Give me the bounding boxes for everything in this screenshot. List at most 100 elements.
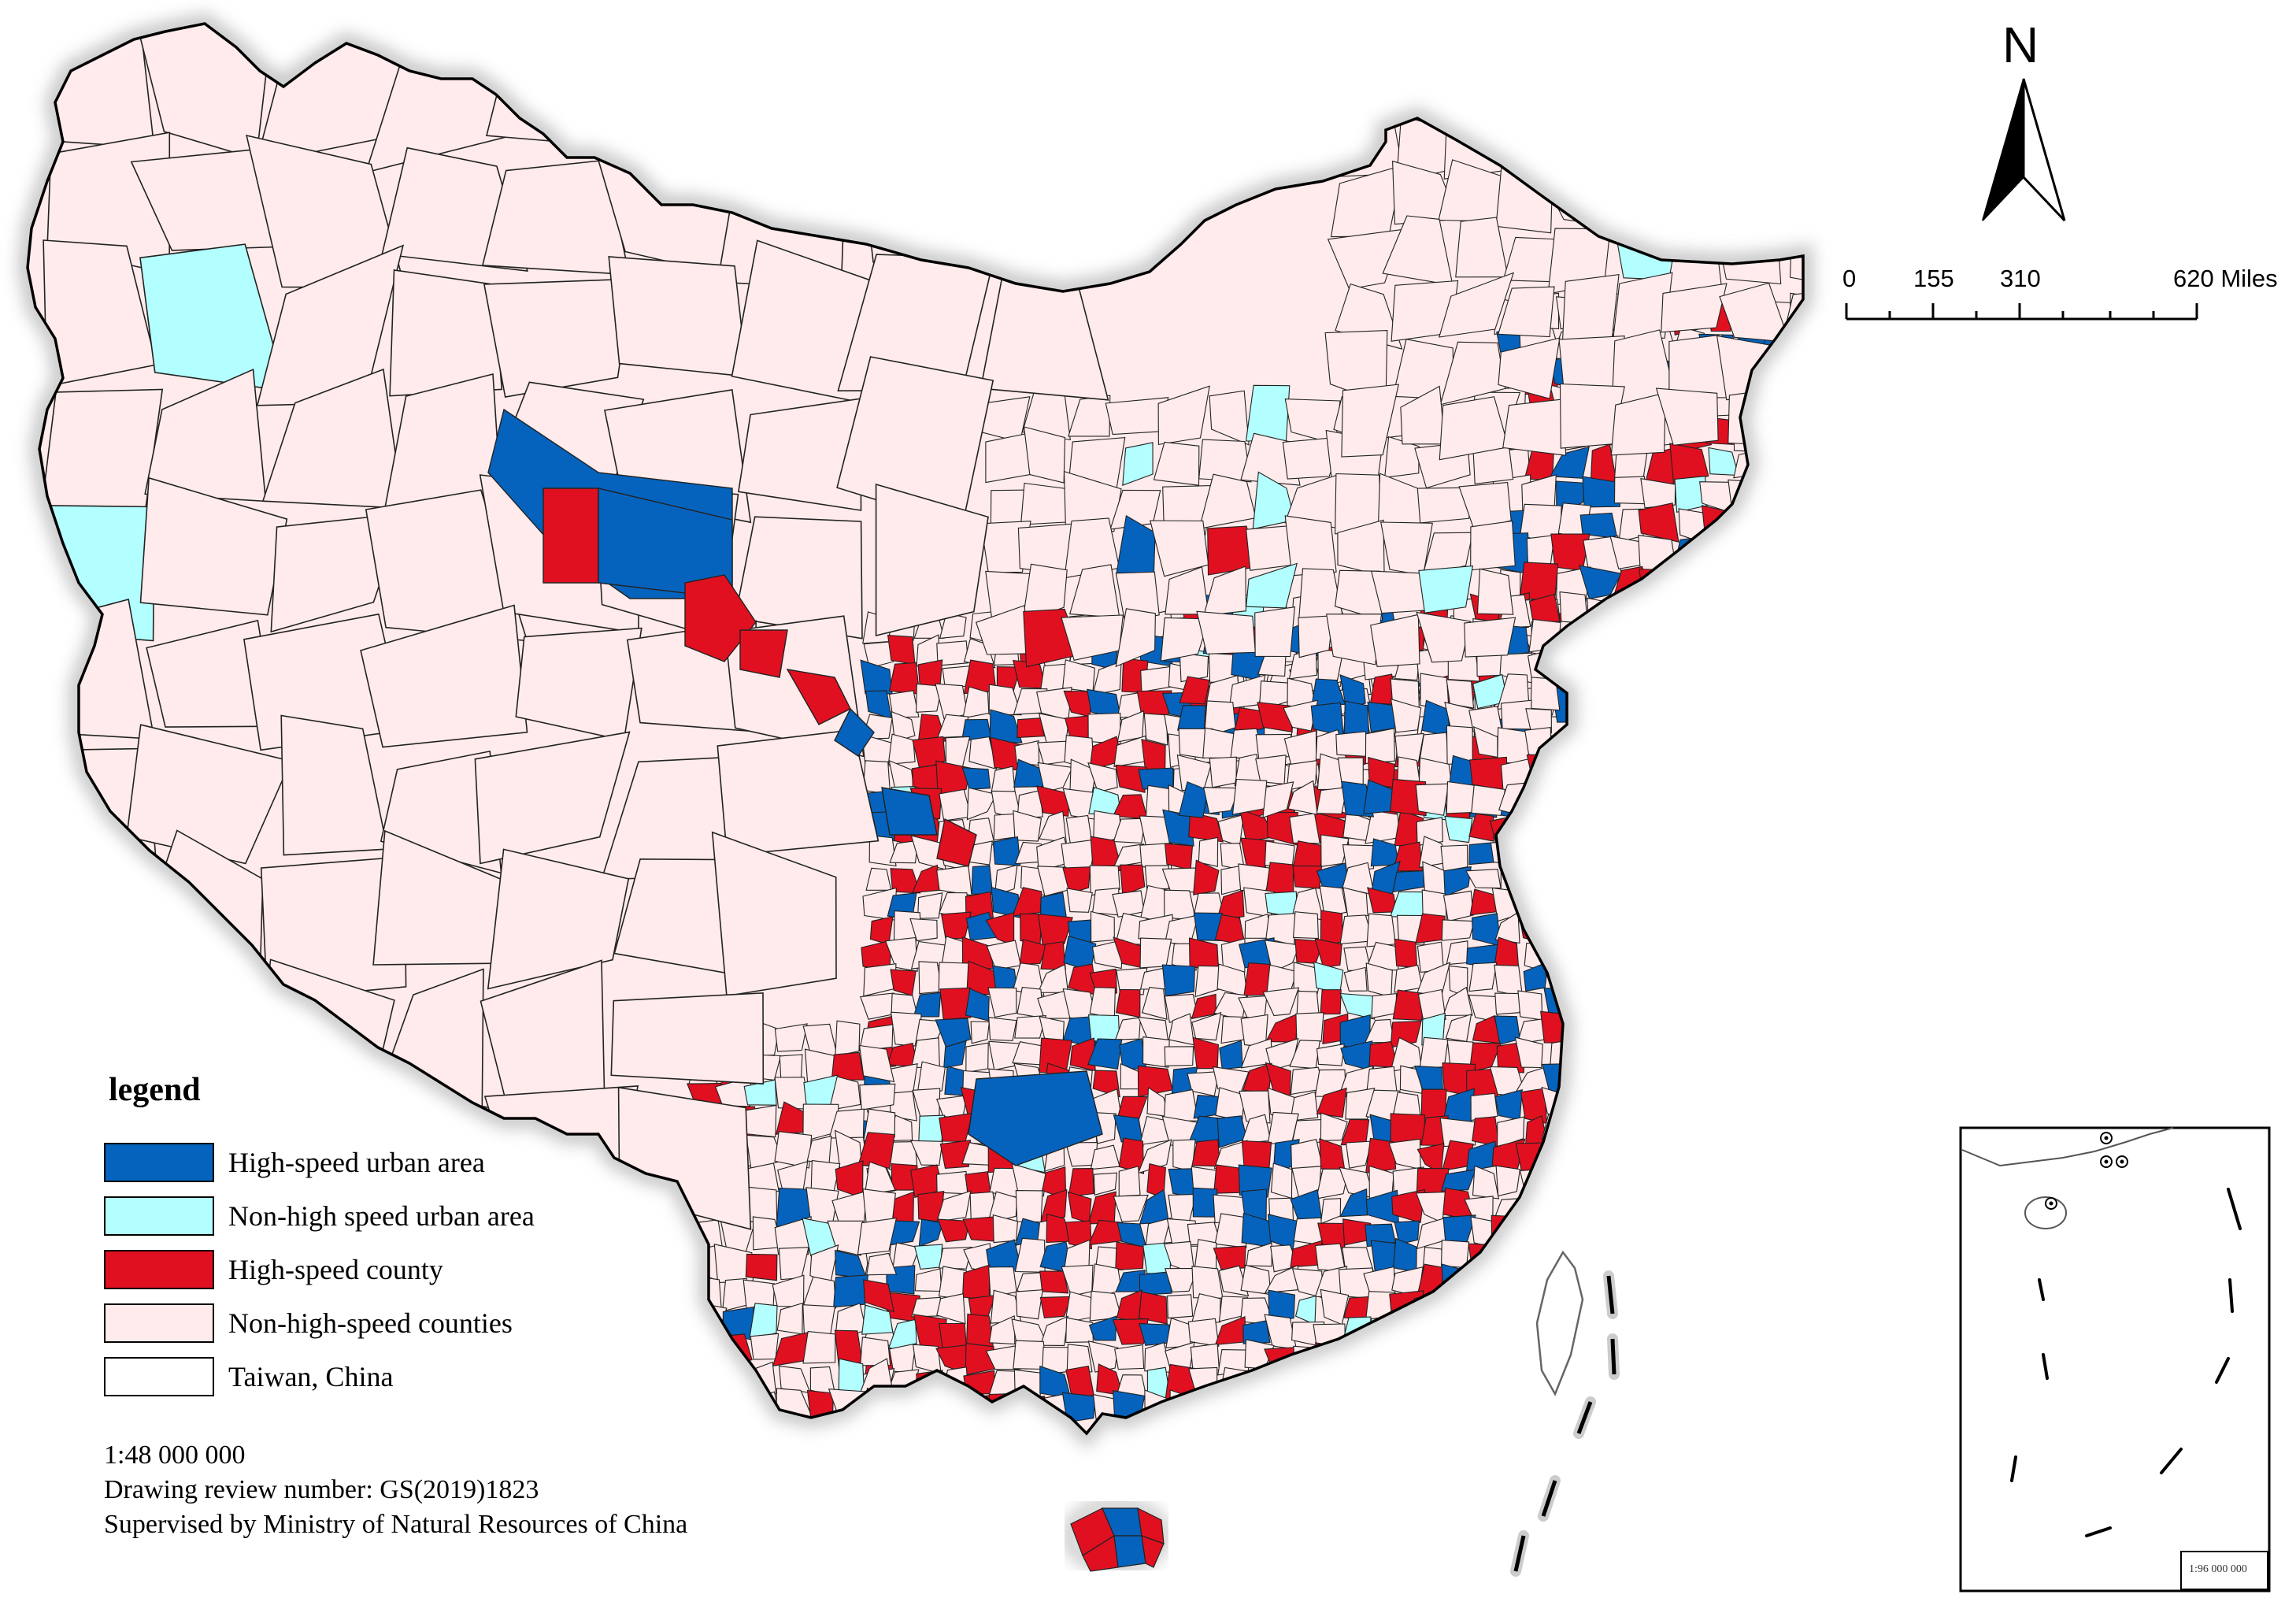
county-polygon bbox=[1017, 789, 1043, 819]
county-polygon bbox=[968, 736, 998, 770]
county-polygon bbox=[1039, 810, 1067, 844]
county-polygon bbox=[1458, 482, 1512, 529]
county-polygon bbox=[1198, 836, 1219, 867]
county-polygon bbox=[939, 1322, 968, 1350]
county-polygon bbox=[1443, 1390, 1476, 1424]
county-polygon bbox=[986, 24, 1117, 161]
county-polygon bbox=[1023, 426, 1066, 484]
county-polygon bbox=[1036, 785, 1071, 818]
county-polygon bbox=[1610, 392, 1666, 456]
county-polygon bbox=[1242, 1320, 1271, 1344]
county-polygon bbox=[1335, 731, 1368, 757]
county-polygon bbox=[1292, 866, 1323, 889]
county-polygon bbox=[1795, 566, 1803, 602]
county-polygon bbox=[1541, 760, 1571, 792]
county-polygon bbox=[1466, 1316, 1498, 1350]
county-polygon bbox=[1066, 888, 1093, 913]
county-polygon bbox=[1238, 1164, 1272, 1198]
county-polygon bbox=[1316, 786, 1348, 814]
legend-label: High-speed urban area bbox=[228, 1147, 485, 1178]
county-polygon bbox=[1491, 1370, 1527, 1400]
county-polygon bbox=[774, 1023, 808, 1052]
county-polygon bbox=[1416, 1370, 1451, 1396]
county-polygon bbox=[1167, 1294, 1194, 1319]
county-polygon bbox=[40, 388, 164, 514]
county-polygon bbox=[1669, 443, 1709, 486]
county-polygon bbox=[889, 1091, 917, 1122]
county-polygon bbox=[1416, 817, 1443, 847]
county-polygon bbox=[543, 488, 599, 584]
county-polygon bbox=[1668, 569, 1708, 596]
county-polygon bbox=[1639, 591, 1681, 628]
county-polygon bbox=[1765, 565, 1797, 604]
county-polygon bbox=[1790, 235, 1803, 287]
county-polygon bbox=[1502, 399, 1567, 456]
county-polygon bbox=[1370, 860, 1401, 896]
county-polygon bbox=[1610, 681, 1646, 724]
county-polygon bbox=[965, 891, 994, 918]
county-polygon bbox=[1366, 1399, 1398, 1426]
county-polygon bbox=[1661, 283, 1728, 333]
county-polygon bbox=[1153, 441, 1200, 486]
county-polygon bbox=[1137, 1139, 1172, 1174]
legend-item-non-high-speed-county: Non-high-speed counties bbox=[104, 1301, 513, 1345]
county-polygon bbox=[1762, 443, 1795, 476]
county-polygon bbox=[1419, 1345, 1451, 1374]
county-polygon bbox=[1468, 962, 1498, 992]
county-polygon bbox=[1729, 653, 1768, 694]
county-polygon bbox=[1441, 1169, 1477, 1192]
county-polygon bbox=[1668, 595, 1705, 633]
county-polygon bbox=[1262, 987, 1300, 1017]
county-polygon bbox=[1580, 655, 1620, 691]
county-polygon bbox=[943, 1040, 967, 1069]
county-polygon bbox=[866, 1252, 898, 1276]
county-polygon bbox=[835, 1020, 861, 1057]
taiwan-island bbox=[1535, 1250, 1584, 1396]
county-polygon bbox=[1283, 699, 1319, 732]
county-polygon bbox=[1334, 569, 1383, 621]
county-polygon bbox=[909, 918, 938, 942]
county-polygon bbox=[1737, 600, 1768, 634]
county-polygon bbox=[1209, 756, 1237, 788]
county-polygon bbox=[1759, 689, 1798, 720]
county-polygon bbox=[1442, 1364, 1475, 1400]
county-polygon bbox=[1470, 1092, 1498, 1122]
county-polygon bbox=[1087, 1038, 1123, 1070]
county-polygon bbox=[937, 1218, 970, 1243]
county-polygon bbox=[1391, 1188, 1426, 1224]
county-polygon bbox=[1704, 623, 1736, 666]
county-polygon bbox=[1439, 272, 1515, 338]
county-polygon bbox=[884, 936, 918, 972]
legend-swatch bbox=[104, 1143, 214, 1182]
county-polygon bbox=[965, 1313, 994, 1349]
county-polygon bbox=[1516, 1213, 1546, 1244]
county-polygon bbox=[1797, 384, 1803, 414]
county-polygon bbox=[1671, 622, 1702, 664]
county-polygon bbox=[1365, 728, 1395, 764]
county-polygon bbox=[1257, 702, 1293, 732]
legend-label: Taiwan, China bbox=[228, 1361, 394, 1392]
county-polygon bbox=[685, 1386, 724, 1425]
county-polygon bbox=[1314, 1069, 1346, 1097]
county-polygon bbox=[1139, 1291, 1168, 1325]
county-polygon bbox=[1494, 1242, 1524, 1274]
county-polygon bbox=[1209, 390, 1250, 446]
county-polygon bbox=[1115, 988, 1141, 1018]
county-polygon bbox=[608, 256, 748, 377]
county-polygon bbox=[1193, 859, 1220, 895]
county-polygon bbox=[749, 1303, 778, 1340]
county-polygon bbox=[1160, 617, 1210, 662]
county-polygon bbox=[801, 1276, 837, 1311]
county-polygon bbox=[988, 1315, 1016, 1345]
county-polygon bbox=[1144, 865, 1169, 890]
county-polygon bbox=[1517, 990, 1543, 1021]
county-polygon bbox=[1638, 686, 1683, 725]
county-polygon bbox=[1470, 520, 1516, 571]
county-polygon bbox=[1118, 1137, 1145, 1174]
county-polygon bbox=[1202, 787, 1240, 814]
county-polygon bbox=[968, 1070, 1103, 1166]
county-polygon bbox=[1314, 938, 1342, 968]
county-polygon bbox=[918, 1218, 943, 1248]
county-polygon bbox=[1699, 659, 1742, 691]
review-number: Drawing review number: GS(2019)1823 bbox=[104, 1475, 539, 1504]
